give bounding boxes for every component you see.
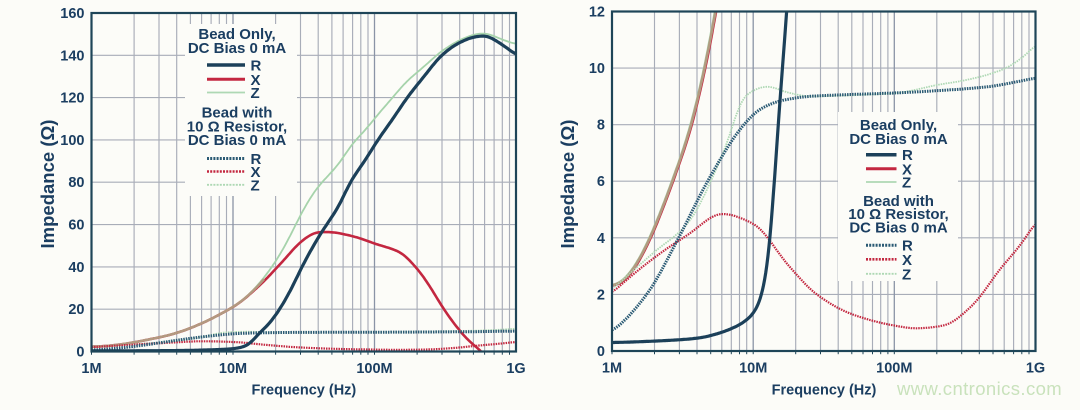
svg-text:Bead Only,: Bead Only, bbox=[198, 26, 275, 43]
svg-text:20: 20 bbox=[68, 302, 84, 318]
svg-text:80: 80 bbox=[68, 175, 84, 191]
svg-text:X: X bbox=[251, 72, 261, 89]
svg-text:0: 0 bbox=[597, 344, 605, 360]
svg-text:www.cntronics.com: www.cntronics.com bbox=[896, 378, 1062, 399]
svg-text:10 Ω Resistor,: 10 Ω Resistor, bbox=[848, 206, 948, 223]
svg-text:60: 60 bbox=[68, 218, 84, 234]
svg-text:Bead Only,: Bead Only, bbox=[860, 117, 937, 134]
svg-text:1M: 1M bbox=[602, 361, 622, 377]
svg-text:Frequency (Hz): Frequency (Hz) bbox=[252, 383, 357, 399]
svg-text:DC Bias 0 mA: DC Bias 0 mA bbox=[188, 132, 287, 149]
svg-text:10: 10 bbox=[589, 61, 605, 77]
svg-text:10 Ω Resistor,: 10 Ω Resistor, bbox=[187, 118, 287, 135]
svg-text:Bead with: Bead with bbox=[202, 105, 273, 122]
svg-text:6: 6 bbox=[597, 174, 605, 190]
svg-text:Impedance (Ω): Impedance (Ω) bbox=[557, 120, 578, 249]
svg-text:1G: 1G bbox=[1026, 361, 1045, 377]
svg-text:X: X bbox=[902, 252, 912, 269]
svg-text:R: R bbox=[902, 147, 913, 164]
svg-text:Impedance (Ω): Impedance (Ω) bbox=[37, 120, 58, 249]
svg-text:Z: Z bbox=[251, 85, 260, 102]
svg-text:1G: 1G bbox=[506, 361, 525, 377]
svg-text:2: 2 bbox=[597, 287, 605, 303]
svg-text:10M: 10M bbox=[739, 361, 767, 377]
svg-text:DC Bias 0 mA: DC Bias 0 mA bbox=[188, 40, 287, 57]
svg-text:Frequency (Hz): Frequency (Hz) bbox=[772, 383, 877, 399]
svg-text:DC Bias 0 mA: DC Bias 0 mA bbox=[849, 220, 948, 237]
svg-text:Bead with: Bead with bbox=[863, 193, 934, 210]
svg-text:R: R bbox=[251, 58, 262, 75]
svg-text:12: 12 bbox=[589, 5, 605, 21]
svg-text:140: 140 bbox=[60, 48, 84, 64]
svg-text:8: 8 bbox=[597, 118, 605, 134]
svg-text:0: 0 bbox=[76, 345, 84, 361]
svg-text:R: R bbox=[902, 238, 913, 255]
svg-text:40: 40 bbox=[68, 260, 84, 276]
svg-text:Z: Z bbox=[902, 266, 911, 283]
svg-text:Z: Z bbox=[251, 177, 260, 194]
svg-text:120: 120 bbox=[60, 91, 84, 107]
svg-text:10M: 10M bbox=[219, 361, 247, 377]
svg-text:100M: 100M bbox=[356, 361, 392, 377]
svg-text:X: X bbox=[251, 164, 261, 181]
svg-text:100: 100 bbox=[60, 133, 84, 149]
svg-text:100M: 100M bbox=[876, 361, 912, 377]
svg-text:160: 160 bbox=[60, 6, 84, 22]
svg-text:X: X bbox=[902, 161, 912, 178]
svg-text:1M: 1M bbox=[81, 361, 101, 377]
svg-text:R: R bbox=[251, 151, 262, 168]
svg-text:Z: Z bbox=[902, 175, 911, 192]
svg-text:DC Bias 0 mA: DC Bias 0 mA bbox=[849, 131, 948, 148]
svg-text:4: 4 bbox=[597, 231, 605, 247]
